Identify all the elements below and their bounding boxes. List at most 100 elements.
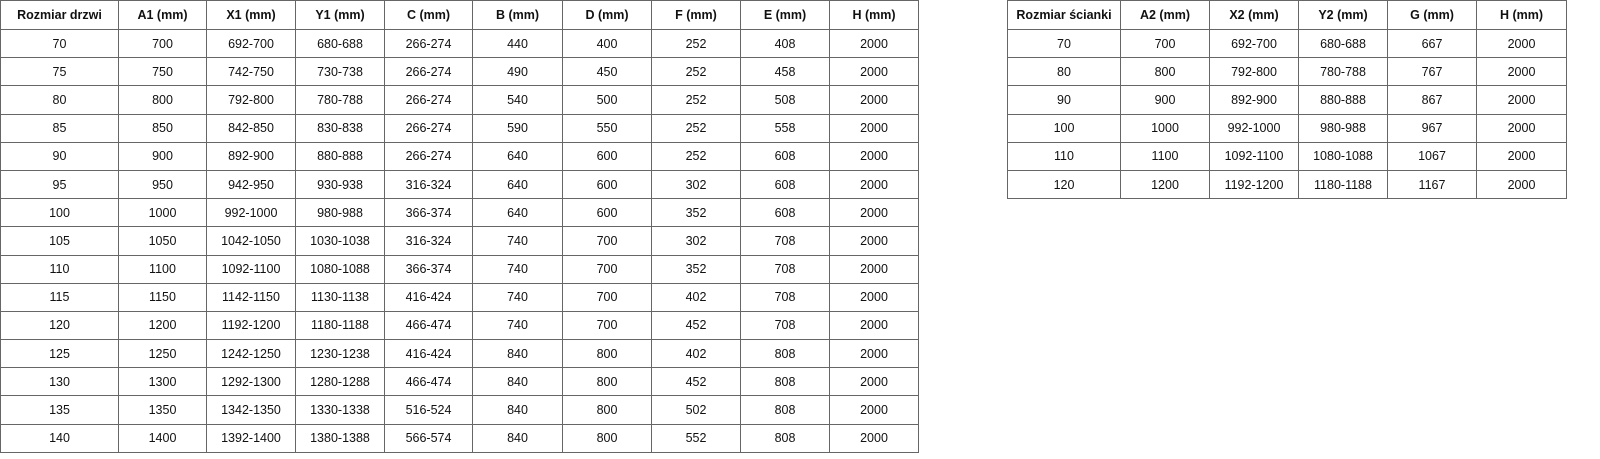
table-cell: 416-424 (384, 282, 473, 312)
table-cell: 100 (0, 198, 119, 228)
table-row: 90 900 892-900 880-888 266-274 640 600 252 608 20… (0, 141, 919, 171)
table-cell: 1092-1100 (206, 254, 296, 284)
table-row: 140 1400 1392-1400 1380-1388 566-574 840 800 55… (0, 423, 919, 453)
table-cell: 500 (562, 85, 652, 115)
table-cell: 1080-1088 (1298, 141, 1388, 171)
table-cell: 692-700 (206, 28, 296, 59)
table-cell: 1380-1388 (295, 423, 385, 453)
column-header: H (mm) (1476, 0, 1567, 30)
table-cell: 780-788 (1298, 57, 1388, 87)
table-cell: 1100 (118, 254, 207, 284)
table-cell: 552 (651, 423, 741, 453)
table-cell: 416-424 (384, 339, 473, 369)
table-cell: 110 (1007, 141, 1121, 171)
table-cell: 140 (0, 423, 119, 453)
table-cell: 840 (472, 367, 563, 397)
column-header: Y2 (mm) (1298, 0, 1388, 30)
column-header: H (mm) (829, 0, 919, 30)
table-cell: 1300 (118, 367, 207, 397)
table-cell: 600 (562, 141, 652, 171)
table-cell: 266-274 (384, 85, 473, 115)
table-cell: 80 (0, 85, 119, 115)
table-cell: 850 (118, 113, 207, 143)
table-cell: 840 (472, 339, 563, 369)
table-cell: 700 (562, 310, 652, 341)
table-cell: 708 (740, 254, 830, 284)
table-cell: 125 (0, 339, 119, 369)
table-cell: 266-274 (384, 113, 473, 143)
table-cell: 1250 (118, 339, 207, 369)
column-header: Y1 (mm) (295, 0, 385, 30)
table-cell: 740 (472, 282, 563, 312)
table-cell: 266-274 (384, 57, 473, 87)
table-cell: 667 (1387, 28, 1477, 59)
table-cell: 750 (118, 57, 207, 87)
table-cell: 2000 (1476, 85, 1567, 115)
table-cell: 2000 (829, 113, 919, 143)
table-cell: 892-900 (1209, 85, 1299, 115)
table-cell: 742-750 (206, 57, 296, 87)
table-cell: 1000 (118, 198, 207, 228)
table-cell: 700 (1120, 28, 1210, 59)
table-cell: 1350 (118, 395, 207, 425)
table-cell: 316-324 (384, 169, 473, 200)
table-cell: 252 (651, 28, 741, 59)
table-cell: 1000 (1120, 113, 1210, 143)
table-row: 80 800 792-800 780-788 767 2000 (1007, 57, 1567, 87)
table-cell: 2000 (829, 367, 919, 397)
table-cell: 1180-1188 (295, 310, 385, 341)
table-cell: 992-1000 (206, 198, 296, 228)
table-cell: 70 (0, 28, 119, 59)
table-cell: 730-738 (295, 57, 385, 87)
table-cell: 120 (0, 310, 119, 341)
table-cell: 1280-1288 (295, 367, 385, 397)
table-row: 135 1350 1342-1350 1330-1338 516-524 840 800 50… (0, 395, 919, 425)
table-cell: 402 (651, 339, 741, 369)
table-cell: 808 (740, 339, 830, 369)
table-cell: 1392-1400 (206, 423, 296, 453)
table-cell: 792-800 (206, 85, 296, 115)
table-cell: 992-1000 (1209, 113, 1299, 143)
table-cell: 930-938 (295, 169, 385, 200)
table-cell: 516-524 (384, 395, 473, 425)
table-cell: 2000 (1476, 141, 1567, 171)
table-cell: 70 (1007, 28, 1121, 59)
table-row: 110 1100 1092-1100 1080-1088 1067 2000 (1007, 141, 1567, 171)
table-cell: 266-274 (384, 28, 473, 59)
table-cell: 800 (562, 395, 652, 425)
table-cell: 502 (651, 395, 741, 425)
table-cell: 980-988 (1298, 113, 1388, 143)
table-cell: 867 (1387, 85, 1477, 115)
table-row: 90 900 892-900 880-888 867 2000 (1007, 85, 1567, 115)
table-cell: 252 (651, 113, 741, 143)
table-cell: 708 (740, 282, 830, 312)
column-header: G (mm) (1387, 0, 1477, 30)
table-cell: 1150 (118, 282, 207, 312)
table-cell: 780-788 (295, 85, 385, 115)
table-cell: 1200 (1120, 169, 1210, 200)
table-cell: 600 (562, 169, 652, 200)
table-cell: 892-900 (206, 141, 296, 171)
table-cell: 900 (118, 141, 207, 171)
table-row: 115 1150 1142-1150 1130-1138 416-424 740 700 40… (0, 282, 919, 312)
table-cell: 830-838 (295, 113, 385, 143)
table-cell: 95 (0, 169, 119, 200)
table-cell: 130 (0, 367, 119, 397)
column-header: Rozmiar ścianki (1007, 0, 1121, 30)
table-cell: 700 (562, 254, 652, 284)
column-header: A1 (mm) (118, 0, 207, 30)
table-cell: 316-324 (384, 226, 473, 256)
table-cell: 600 (562, 198, 652, 228)
table-cell: 466-474 (384, 367, 473, 397)
table-cell: 266-274 (384, 141, 473, 171)
table-row: 100 1000 992-1000 980-988 366-374 640 600 352 60… (0, 198, 919, 228)
table-cell: 640 (472, 198, 563, 228)
table-row: 85 850 842-850 830-838 266-274 590 550 252 558 20… (0, 113, 919, 143)
table-cell: 1200 (118, 310, 207, 341)
column-header: F (mm) (651, 0, 741, 30)
table-cell: 1342-1350 (206, 395, 296, 425)
table-cell: 115 (0, 282, 119, 312)
header-row: Rozmiar ścianki A2 (mm) X2 (mm) Y2 (mm) G (m… (1007, 0, 1567, 30)
table-cell: 1142-1150 (206, 282, 296, 312)
table-cell: 2000 (1476, 169, 1567, 200)
